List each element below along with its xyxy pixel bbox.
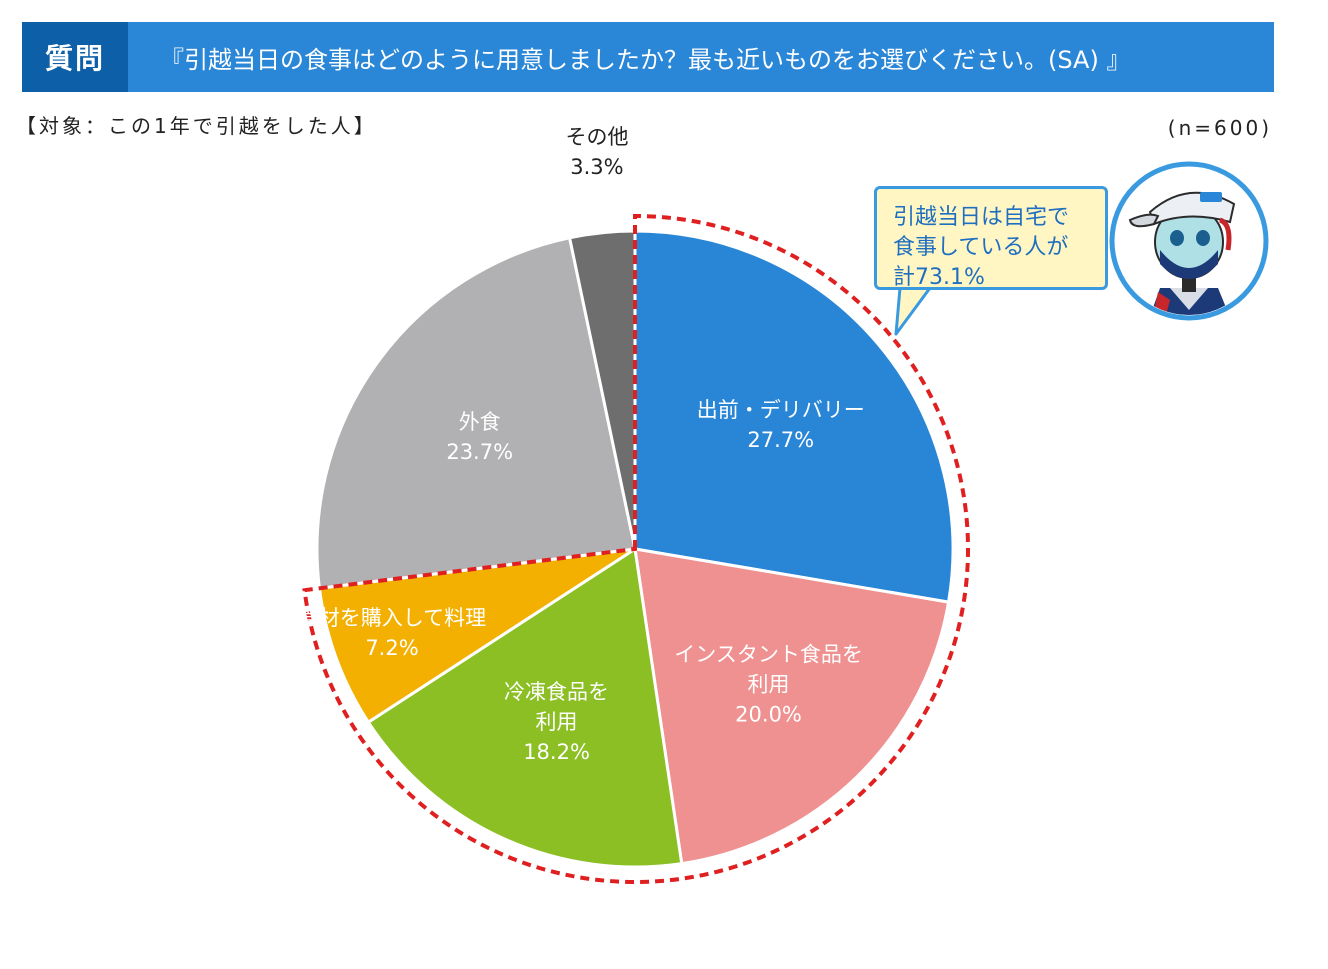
question-text: 『引越当日の食事はどのように用意しましたか？最も近いものをお選びください。(SA…: [160, 45, 1131, 74]
slice-name-label-5: その他: [565, 125, 628, 149]
callout-line-3: 計73.1%: [893, 265, 985, 290]
slice-name-label-2: 冷凍食品を: [504, 680, 609, 704]
callout-line-1: 引越当日は自宅で: [893, 205, 1070, 230]
slice-name-label-0: 出前・デリバリー: [697, 398, 865, 422]
pie-slice-1: [633, 547, 951, 866]
pie-slice-2: [366, 546, 684, 869]
target-audience: 【対象：この1年で引越をした人】: [16, 114, 377, 138]
slice-name-label-4: 外食: [459, 410, 501, 434]
question-tag: 質問: [22, 22, 128, 92]
slice-value-label-5: 3.3%: [570, 155, 623, 179]
slice-name-label-1: 利用: [748, 672, 790, 696]
slice-name-label-3: 食材を購入して料理: [298, 606, 486, 630]
highlight-outline: [302, 213, 970, 884]
callout-bubble: 引越当日は自宅で 食事している人が 計73.1%: [874, 186, 1108, 290]
callout-line-2: 食事している人が: [893, 235, 1069, 260]
slice-value-label-4: 23.7%: [446, 440, 513, 464]
question-header: 質問 『引越当日の食事はどのように用意しましたか？最も近いものをお選びください。…: [22, 22, 1274, 92]
mascot-avatar: [1109, 161, 1269, 321]
slice-value-label-0: 27.7%: [747, 428, 814, 452]
slice-name-label-2: 利用: [536, 710, 578, 734]
slice-value-label-1: 20.0%: [735, 702, 802, 726]
slice-name-label-1: インスタント食品を: [674, 642, 863, 666]
callout-tail: [894, 286, 932, 336]
sample-size: (n=600): [1167, 116, 1272, 140]
slice-value-label-3: 7.2%: [365, 636, 418, 660]
pie-slice-0: [633, 229, 955, 604]
slice-value-label-2: 18.2%: [523, 740, 590, 764]
pie-slice-4: [315, 236, 637, 590]
pie-slice-3: [317, 547, 636, 725]
